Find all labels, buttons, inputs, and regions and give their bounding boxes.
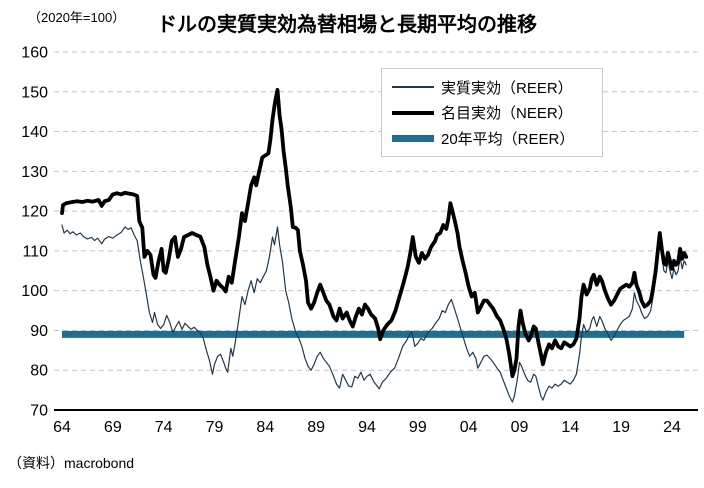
svg-text:70: 70 [30,403,48,420]
svg-text:64: 64 [53,419,71,436]
neer-series-line [60,87,689,379]
svg-text:99: 99 [409,419,427,436]
neer-line-sample [392,110,434,115]
legend-item-reer: 実質実効（REER） [392,77,594,98]
legend-item-neer: 名目実効（NEER） [392,102,594,123]
svg-text:84: 84 [256,419,274,436]
page-title: ドルの実質実効為替相場と長期平均の推移 [157,14,537,36]
y-axis-labels: 70 80 90 100 110 120 130 140 150 160 [21,45,48,420]
legend-label-reer: 実質実効（REER） [441,79,573,97]
svg-text:14: 14 [561,419,579,436]
svg-text:19: 19 [612,419,630,436]
svg-text:80: 80 [30,363,48,380]
svg-text:100: 100 [21,283,48,300]
svg-text:74: 74 [155,419,173,436]
svg-text:120: 120 [21,204,48,221]
reer-line-sample [392,86,434,88]
svg-text:160: 160 [21,45,48,62]
svg-text:69: 69 [104,419,122,436]
svg-text:24: 24 [663,419,681,436]
legend-item-average: 20年平均（REER） [392,128,594,149]
svg-text:110: 110 [22,243,48,260]
svg-text:94: 94 [358,419,376,436]
source-note: （資料）macrobond [8,455,135,471]
x-axis-labels: 64 69 74 79 84 89 94 99 04 09 14 19 24 [53,419,681,436]
average-line-sample [392,134,434,142]
svg-text:140: 140 [21,124,48,141]
legend-label-neer: 名目実効（NEER） [441,105,573,122]
svg-text:04: 04 [460,419,478,436]
svg-text:89: 89 [307,419,325,436]
svg-text:79: 79 [206,419,224,436]
svg-text:150: 150 [21,84,48,101]
chart-legend: 実質実効（REER） 名目実効（NEER） 20年平均（REER） [381,68,603,157]
reer-series-line [61,224,687,403]
axis-unit-label: （2020年=100） [28,10,126,25]
svg-text:09: 09 [511,419,529,436]
svg-text:130: 130 [21,164,48,181]
svg-text:90: 90 [30,323,48,340]
legend-label-average: 20年平均（REER） [441,130,575,148]
